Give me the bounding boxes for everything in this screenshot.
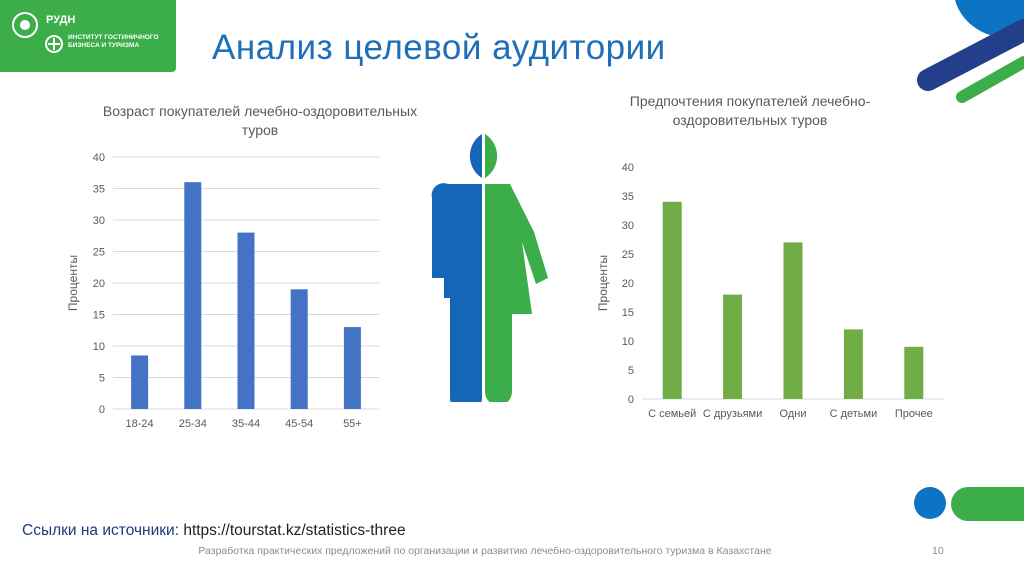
bar-25-34 [184, 182, 202, 409]
bar-С детьми [843, 329, 863, 399]
bar-35-44 [237, 232, 255, 409]
preferences-bar-chart: 0 5 10 15 20 25 30 35 40 С семьей С друзьями Одни С … [596, 162, 944, 420]
sources-label: Ссылки на источники: [22, 522, 180, 539]
page-title: Анализ целевой аудитории [212, 28, 666, 67]
logo-institute: ИНСТИТУТ ГОСТИНИЧНОГО БИЗНЕСА И ТУРИЗМА [68, 34, 159, 49]
y-tick-label: 5 [99, 373, 105, 385]
bar-С семьей [662, 201, 682, 399]
preferences-chart-title-line-2: оздоровительных туров [672, 112, 828, 128]
y-tick-label: 5 [628, 365, 634, 377]
logo-brand: РУДН [46, 14, 76, 26]
bar-45-54 [290, 289, 308, 409]
y-tick-label: 0 [628, 394, 634, 406]
y-tick-label: 20 [622, 278, 634, 290]
bar-Одни [783, 242, 803, 399]
person-gender-icon [431, 134, 548, 402]
x-tick-label: С друзьями [703, 408, 762, 420]
x-tick-label: 45-54 [285, 418, 313, 430]
y-axis-label: Проценты [596, 255, 610, 311]
y-tick-label: 30 [93, 215, 105, 227]
y-tick-label: 40 [93, 152, 105, 164]
decorative-corner-shapes [917, 0, 1024, 103]
institute-flower-icon [45, 35, 63, 53]
age-chart-title-line-1: Возраст покупателей лечебно-оздоровитель… [102, 103, 418, 119]
institute-logo: РУДН ИНСТИТУТ ГОСТИНИЧНОГО БИЗНЕСА И ТУР… [0, 0, 176, 72]
y-tick-label: 25 [622, 249, 634, 261]
y-tick-label: 10 [93, 341, 105, 353]
preferences-chart-title: Предпочтения покупателей лечебно- оздоро… [560, 92, 940, 130]
y-axis-label: Проценты [66, 255, 80, 311]
decorative-bottom-shapes [914, 487, 1024, 521]
x-tick-label: С семьей [648, 408, 696, 420]
y-tick-label: 40 [622, 162, 634, 174]
bar-Прочее [904, 346, 924, 399]
y-tick-label: 20 [93, 278, 105, 290]
rudn-emblem-icon [12, 12, 38, 38]
age-bar-chart: 0 5 10 15 20 25 30 35 40 18-24 25-34 35-44 45-54 55+ П… [66, 152, 379, 430]
page-number: 10 [932, 545, 944, 557]
x-tick-label: Прочее [895, 408, 933, 420]
x-tick-label: 18-24 [126, 418, 154, 430]
y-tick-label: 10 [622, 336, 634, 348]
sources-line: Ссылки на источники: https://tourstat.kz… [22, 522, 406, 540]
y-tick-label: 30 [622, 220, 634, 232]
footer-text: Разработка практических предложений по о… [198, 545, 772, 557]
bar-18-24 [131, 355, 149, 409]
x-tick-label: С детьми [830, 408, 878, 420]
y-tick-label: 15 [622, 307, 634, 319]
y-tick-label: 0 [99, 404, 105, 416]
y-tick-label: 15 [93, 310, 105, 322]
x-tick-label: 25-34 [179, 418, 207, 430]
x-tick-label: Одни [780, 408, 807, 420]
y-tick-label: 25 [93, 247, 105, 259]
preferences-chart-title-line-1: Предпочтения покупателей лечебно- [629, 93, 871, 109]
source-link[interactable]: https://tourstat.kz/statistics-three [183, 522, 406, 539]
bar-С друзьями [723, 294, 743, 399]
x-tick-label: 35-44 [232, 418, 260, 430]
x-tick-label: 55+ [343, 418, 362, 430]
age-chart-title-line-2: туров [241, 122, 279, 138]
age-chart-title: Возраст покупателей лечебно-оздоровитель… [60, 102, 460, 140]
y-tick-label: 35 [622, 191, 634, 203]
bar-55+ [343, 327, 361, 409]
y-tick-label: 35 [93, 184, 105, 196]
